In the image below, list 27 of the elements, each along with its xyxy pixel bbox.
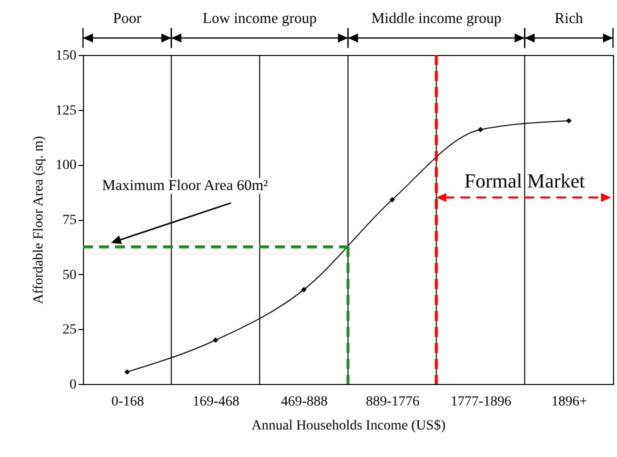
ref-line-label: Maximum Floor Area 60m²	[102, 178, 268, 194]
x-tick-label: 889-1776	[366, 394, 420, 410]
y-tick-label: 125	[56, 103, 76, 118]
y-tick-label: 75	[62, 213, 76, 228]
text: Rich	[554, 11, 584, 27]
text: Middle income group	[371, 11, 502, 27]
y-tick-label: 50	[62, 268, 76, 283]
y-tick-label: 100	[56, 158, 76, 174]
point	[478, 126, 484, 132]
point	[124, 369, 130, 375]
ref-line-label: Formal Market	[464, 170, 586, 192]
y-tick-label: 25	[62, 322, 76, 338]
point	[389, 197, 395, 202]
text: Poor	[112, 11, 142, 27]
x-tick-label: 169-468	[192, 394, 240, 410]
y-axis-title: Affordable Floor Area (sq. m)	[32, 136, 46, 304]
x-tick-label: 1896+	[551, 394, 588, 410]
y-tick-label: 150	[56, 48, 76, 64]
point	[301, 286, 307, 292]
x-tick-label: 0-168	[111, 394, 144, 410]
point	[212, 337, 218, 343]
x-axis-title: Annual Households Income (US$)	[251, 418, 446, 434]
x-tick-label: 1777-1896	[450, 394, 512, 410]
y-tick-label: 0	[70, 378, 76, 392]
text: Low income group	[202, 11, 317, 27]
x-tick-label: 469-888	[280, 394, 328, 410]
point	[566, 118, 572, 124]
